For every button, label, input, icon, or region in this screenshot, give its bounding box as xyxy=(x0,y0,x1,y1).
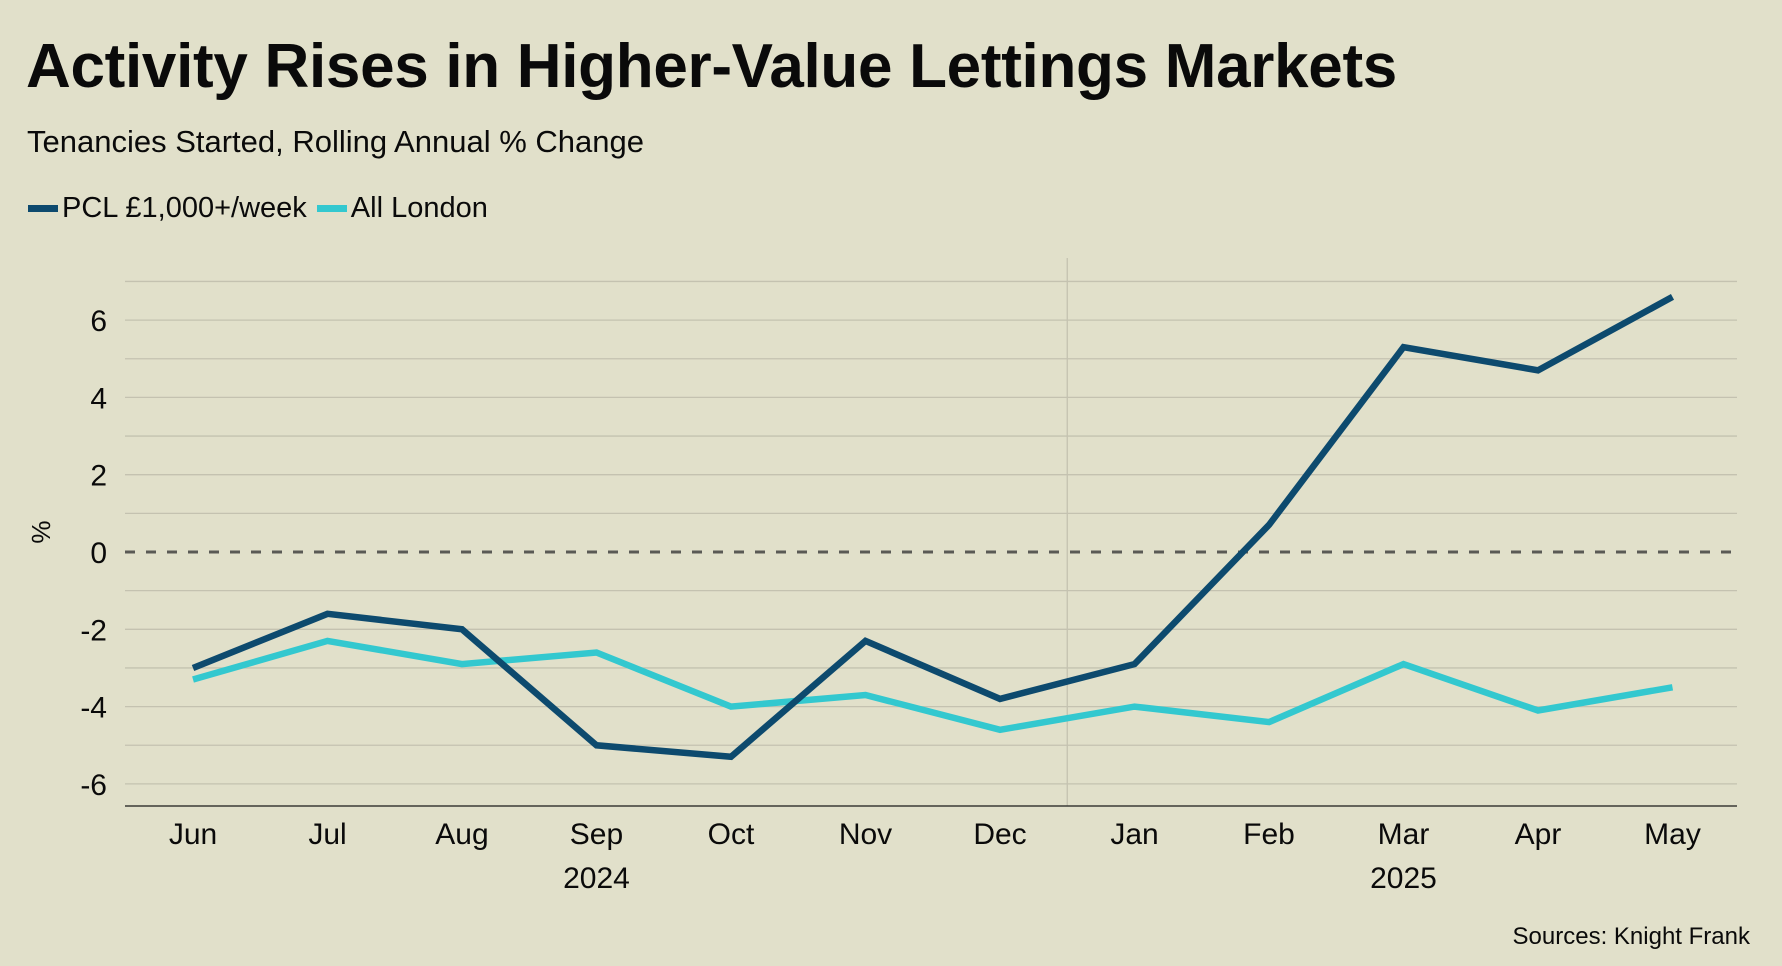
y-axis-ticks: 6 4 2 0 -2 -4 -6 xyxy=(80,305,107,802)
legend-swatch-pcl xyxy=(28,205,58,212)
x-tick-label: Dec xyxy=(973,818,1026,851)
x-year-label: 2025 xyxy=(1370,862,1437,895)
series-lines xyxy=(191,294,1675,761)
x-tick-label: Oct xyxy=(708,818,755,851)
y-axis-title: % xyxy=(26,520,56,543)
x-tick-label: Jul xyxy=(308,818,346,851)
y-tick-label: 6 xyxy=(90,305,107,338)
x-tick-label: Aug xyxy=(435,818,488,851)
legend-label-pcl: PCL £1,000+/week xyxy=(62,192,307,224)
legend-swatch-all-london xyxy=(316,205,347,212)
x-axis-ticks: Jun Jul Aug Sep Oct Nov Dec Jan Feb Mar Apr May 2024… xyxy=(169,818,1701,895)
sources-note: Sources: Knight Frank xyxy=(1512,923,1750,950)
legend-item-pcl: PCL £1,000+/week xyxy=(28,194,307,223)
x-tick-label: Feb xyxy=(1243,818,1295,851)
series-line-all-london xyxy=(192,637,1674,734)
gridlines xyxy=(125,258,1737,807)
x-tick-label: Nov xyxy=(839,818,892,851)
legend-label-all-london: All London xyxy=(350,192,488,224)
chart-title: Activity Rises in Higher-Value Lettings … xyxy=(26,32,1397,101)
x-tick-label: Jun xyxy=(169,818,217,851)
x-tick-label: Sep xyxy=(570,818,623,851)
series-line-pcl-1-000-week xyxy=(191,294,1675,761)
legend: PCL £1,000+/week All London xyxy=(28,194,498,223)
x-tick-label: Mar xyxy=(1378,818,1430,851)
y-tick-label: 4 xyxy=(90,382,107,415)
legend-item-all-london: All London xyxy=(316,192,488,224)
y-tick-label: -4 xyxy=(80,692,107,725)
y-tick-label: -6 xyxy=(80,769,107,802)
y-tick-label: 0 xyxy=(90,537,107,570)
y-tick-label: 2 xyxy=(90,460,107,493)
x-year-label: 2024 xyxy=(563,862,630,895)
x-tick-label: Jan xyxy=(1110,818,1158,851)
chart-subtitle: Tenancies Started, Rolling Annual % Chan… xyxy=(27,124,644,159)
y-tick-label: -2 xyxy=(80,614,107,647)
x-tick-label: May xyxy=(1644,818,1701,851)
x-tick-label: Apr xyxy=(1515,818,1562,851)
